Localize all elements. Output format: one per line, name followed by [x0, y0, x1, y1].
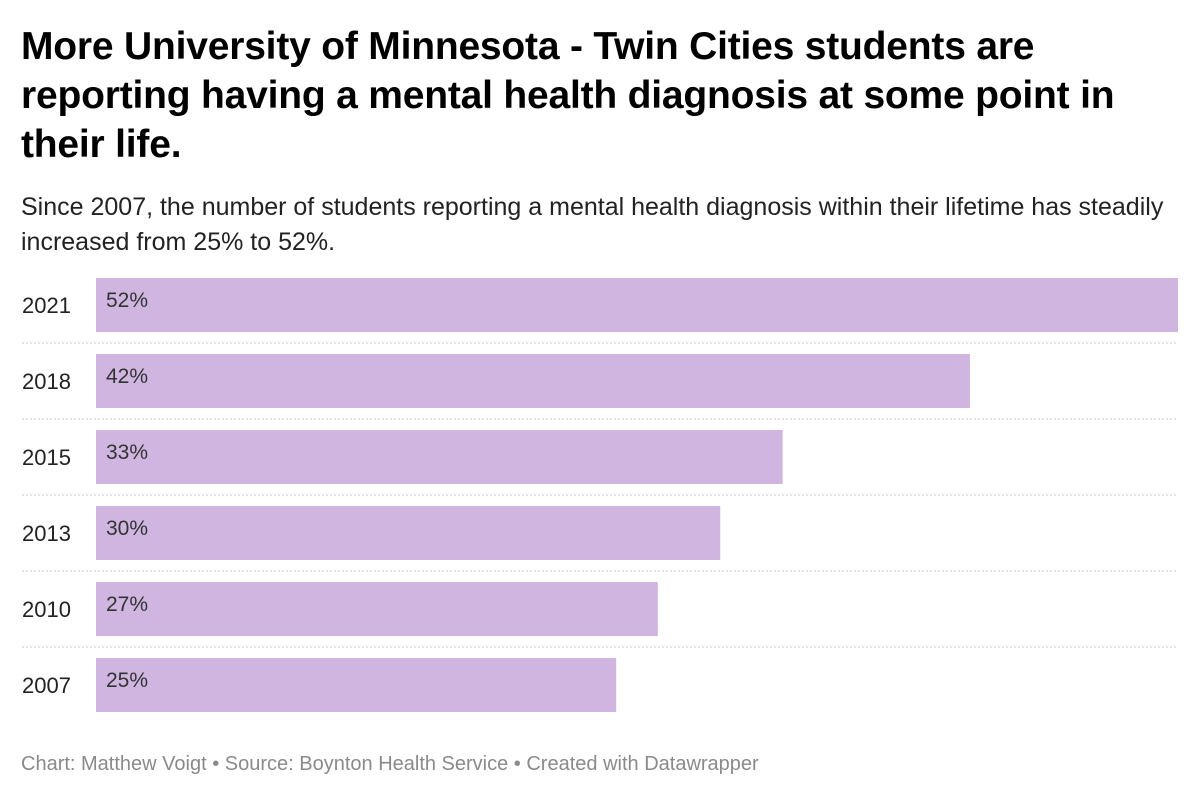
- value-label-2018: 42%: [106, 365, 148, 388]
- category-label-2015: 2015: [22, 445, 71, 470]
- value-label-2010: 27%: [106, 593, 148, 616]
- value-label-2013: 30%: [106, 517, 148, 540]
- category-label-2018: 2018: [22, 369, 71, 394]
- bar-2021: [96, 278, 1178, 332]
- chart-footer-credit: Chart: Matthew Voigt • Source: Boynton H…: [21, 753, 759, 775]
- bar-2013: [96, 506, 721, 560]
- chart-title: More University of Minnesota - Twin Citi…: [21, 25, 1115, 166]
- bar-2018: [96, 354, 970, 408]
- category-label-2007: 2007: [22, 673, 71, 698]
- category-label-2010: 2010: [22, 597, 71, 622]
- category-label-2013: 2013: [22, 521, 71, 546]
- value-label-2015: 33%: [106, 441, 148, 464]
- bar-2007: [96, 658, 617, 712]
- value-label-2021: 52%: [106, 289, 148, 312]
- bar-2010: [96, 582, 658, 636]
- bar-2015: [96, 430, 783, 484]
- chart-subtitle: Since 2007, the number of students repor…: [21, 193, 1164, 256]
- value-label-2007: 25%: [106, 669, 148, 692]
- category-label-2021: 2021: [22, 293, 71, 318]
